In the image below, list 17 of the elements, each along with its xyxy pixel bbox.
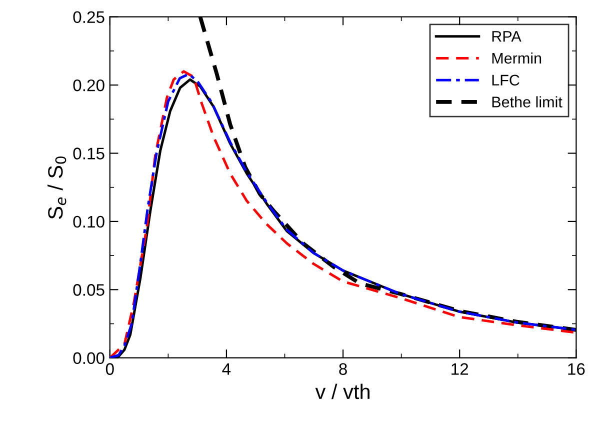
y-tick-label: 0.25 bbox=[73, 11, 104, 24]
y-tick-label: 0.05 bbox=[73, 284, 104, 296]
legend-label: RPA bbox=[492, 31, 522, 42]
x-tick-label: 8 bbox=[339, 363, 347, 375]
y-axis-title: S$_{e}$ / S$_{0}$ bbox=[48, 156, 66, 219]
y-tick-label: 0.15 bbox=[73, 148, 104, 160]
x-tick-label: 4 bbox=[222, 363, 231, 375]
x-tick-label: 16 bbox=[568, 363, 585, 375]
y-tick-label: 0.20 bbox=[73, 79, 104, 92]
x-tick-label: 12 bbox=[452, 363, 468, 375]
legend-label: Mermin bbox=[492, 52, 542, 64]
y-tick-label: 0.00 bbox=[73, 352, 104, 364]
legend-label: LFC bbox=[492, 74, 520, 86]
x-tick-label: 0 bbox=[106, 363, 114, 375]
x-axis-title: v / vth bbox=[315, 384, 370, 400]
legend-label: Bethe limit bbox=[492, 96, 562, 108]
y-tick-label: 0.10 bbox=[73, 216, 104, 228]
